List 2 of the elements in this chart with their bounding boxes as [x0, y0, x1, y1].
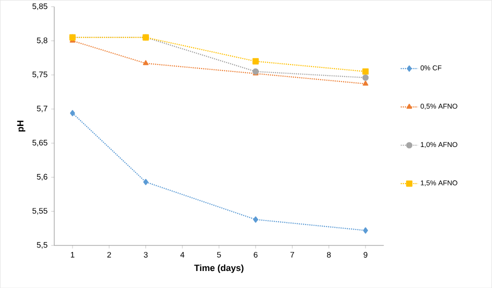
y-axis-title: pH [17, 120, 26, 132]
x-axis-title: Time (days) [194, 264, 244, 273]
